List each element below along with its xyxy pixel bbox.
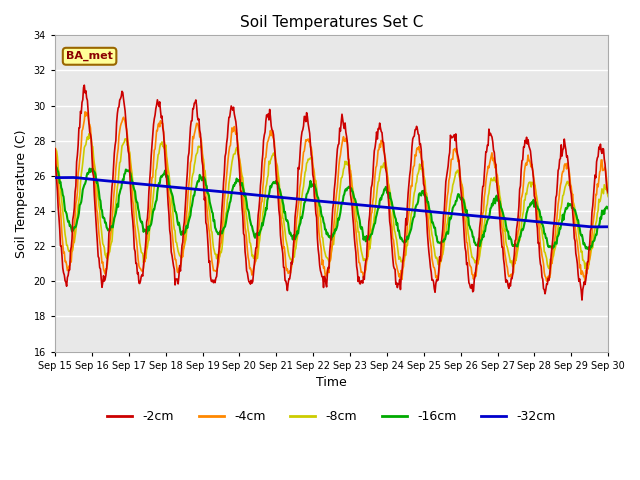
X-axis label: Time: Time bbox=[316, 376, 347, 389]
Title: Soil Temperatures Set C: Soil Temperatures Set C bbox=[240, 15, 423, 30]
Legend: -2cm, -4cm, -8cm, -16cm, -32cm: -2cm, -4cm, -8cm, -16cm, -32cm bbox=[102, 405, 561, 428]
Text: BA_met: BA_met bbox=[66, 51, 113, 61]
Y-axis label: Soil Temperature (C): Soil Temperature (C) bbox=[15, 129, 28, 258]
